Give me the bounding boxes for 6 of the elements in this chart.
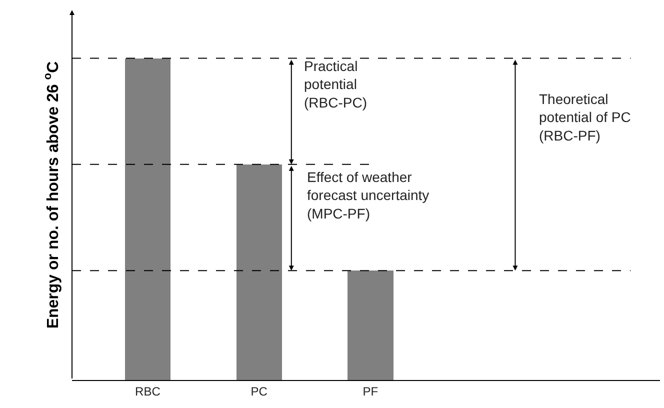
text: Theoretical potential of PC (RBC-PF) bbox=[539, 91, 631, 144]
x-tick-label: PC bbox=[250, 384, 268, 398]
annotation: Effect of weather forecast uncertainty (MPC-PF) bbox=[307, 169, 430, 222]
annotation: Practical potential (RBC-PC) bbox=[304, 58, 367, 110]
x-tick-label: PF bbox=[362, 384, 378, 398]
x-tick-label: RBC bbox=[135, 384, 161, 398]
